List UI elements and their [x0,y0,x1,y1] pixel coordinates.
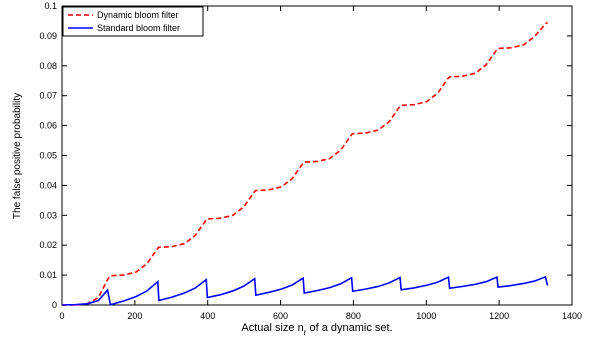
y-tick-label: 0.08 [39,61,57,71]
legend-label: Dynamic bloom filter [97,10,179,20]
x-tick-label: 800 [346,311,361,321]
y-axis-label: The false positive probability [12,93,23,219]
legend-label: Standard bloom filter [97,23,180,33]
y-tick-label: 0.06 [39,121,57,131]
y-tick-label: 0.1 [44,1,57,11]
x-label-part: of a dynamic set. [306,322,392,334]
y-tick-label: 0.07 [39,91,57,101]
series-line [61,275,549,306]
y-tick-label: 0.01 [39,270,57,280]
x-tick-label: 600 [273,311,288,321]
x-tick-label: 200 [127,311,142,321]
x-tick-label: 1000 [416,311,436,321]
y-tick-label: 0.05 [39,151,57,161]
legend: Dynamic bloom filter Standard bloom filte… [62,6,204,37]
plot-area [61,5,573,306]
x-tick-label: 0 [59,311,64,321]
y-tick-label: 0 [52,300,57,310]
series-line [62,21,549,306]
legend-box [62,6,204,37]
x-tick-label: 1400 [562,311,582,321]
x-label-part: Actual size n [241,322,303,334]
y-tick-label: 0.03 [39,210,57,220]
x-axis-label: Actual size nr of a dynamic set. [241,322,392,337]
x-tick-label: 400 [200,311,215,321]
x-label-sub: r [304,328,307,337]
x-tick-label: 1200 [489,311,509,321]
y-tick-label: 0.09 [39,31,57,41]
y-tick-label: 0.02 [39,240,57,250]
y-tick-label: 0.04 [39,180,57,190]
